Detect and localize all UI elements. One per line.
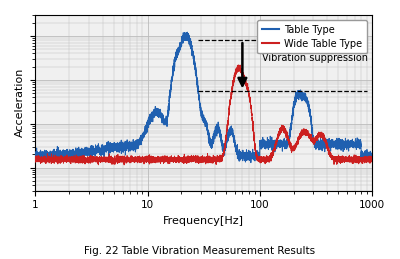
- Text: Vibration suppression: Vibration suppression: [262, 53, 368, 63]
- Text: Fig. 22 Table Vibration Measurement Results: Fig. 22 Table Vibration Measurement Resu…: [84, 246, 316, 256]
- Legend: Table Type, Wide Table Type: Table Type, Wide Table Type: [257, 20, 367, 53]
- Y-axis label: Acceleration: Acceleration: [15, 68, 25, 138]
- X-axis label: Frequency[Hz]: Frequency[Hz]: [163, 216, 244, 226]
